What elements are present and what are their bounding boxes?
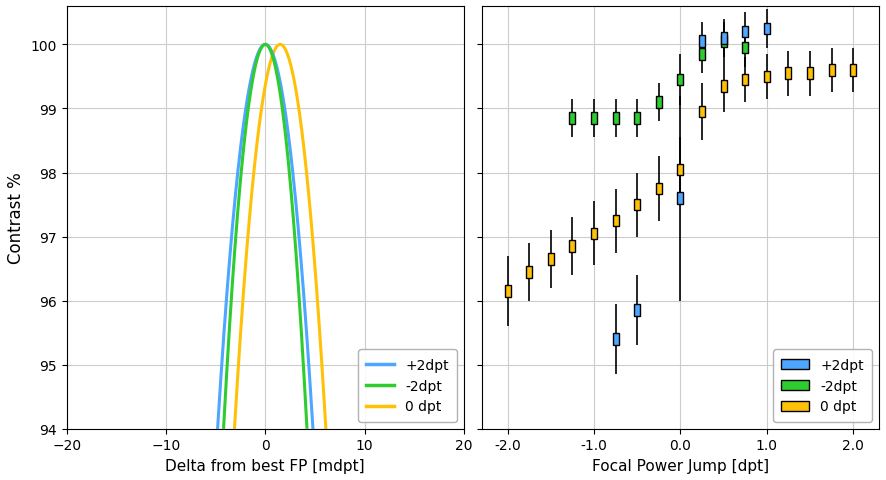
Bar — [678, 164, 683, 176]
Bar — [720, 36, 727, 48]
Bar — [570, 241, 575, 252]
Bar — [678, 193, 683, 204]
Y-axis label: Contrast %: Contrast % — [7, 172, 25, 264]
Bar — [634, 305, 641, 316]
Bar — [591, 113, 597, 125]
Bar — [807, 68, 813, 80]
Bar — [656, 97, 662, 108]
Bar — [742, 27, 748, 38]
Bar — [612, 113, 618, 125]
Bar — [634, 113, 641, 125]
X-axis label: Delta from best FP [mdpt]: Delta from best FP [mdpt] — [166, 458, 365, 473]
Bar — [591, 228, 597, 240]
Bar — [612, 334, 618, 345]
Bar — [764, 72, 770, 83]
Bar — [785, 68, 791, 80]
X-axis label: Focal Power Jump [dpt]: Focal Power Jump [dpt] — [592, 458, 769, 473]
Bar — [570, 113, 575, 125]
Bar — [720, 81, 727, 93]
Bar — [656, 183, 662, 195]
Bar — [742, 75, 748, 86]
Bar — [699, 49, 705, 60]
Legend: +2dpt, -2dpt, 0 dpt: +2dpt, -2dpt, 0 dpt — [773, 349, 872, 422]
Bar — [699, 36, 705, 48]
Bar — [526, 266, 532, 278]
Bar — [742, 43, 748, 54]
Bar — [851, 65, 856, 77]
Bar — [548, 254, 554, 265]
Bar — [612, 216, 618, 227]
Bar — [828, 65, 835, 77]
Bar — [634, 199, 641, 211]
Bar — [720, 33, 727, 45]
Legend: +2dpt, -2dpt, 0 dpt: +2dpt, -2dpt, 0 dpt — [358, 349, 457, 422]
Bar — [505, 286, 510, 297]
Bar — [764, 24, 770, 35]
Bar — [699, 107, 705, 118]
Bar — [678, 75, 683, 86]
